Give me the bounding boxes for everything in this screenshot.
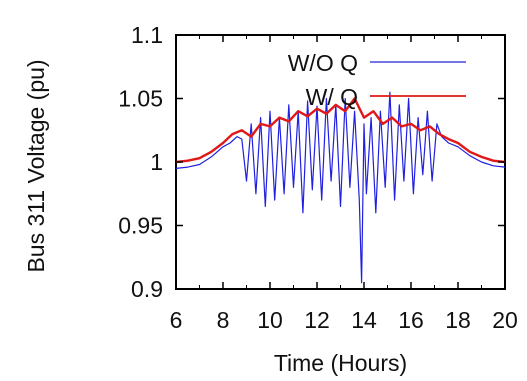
x-tick-label: 10	[257, 307, 283, 333]
x-tick-label: 18	[445, 307, 471, 333]
series-line-w-q	[175, 97, 506, 164]
x-tick-label: 6	[170, 307, 183, 333]
y-tick-label: 1.05	[118, 86, 163, 112]
legend: W/O Q W/ Q	[288, 50, 466, 110]
x-tick-label: 20	[492, 307, 518, 333]
x-tick-label: 8	[217, 307, 230, 333]
y-tick-label: 0.9	[131, 276, 163, 302]
y-tick-label: 0.95	[118, 213, 163, 239]
y-axis-label: Bus 311 Voltage (pu)	[23, 59, 49, 272]
x-tick-label: 16	[398, 307, 424, 333]
x-tick-label: 14	[351, 307, 377, 333]
series-line-wo-q	[175, 91, 506, 284]
tick-layer: 6 8 10 12 14 16 18 20 0.9 0.95 1 1.05 1.1	[118, 22, 518, 333]
x-tick-label: 12	[304, 307, 330, 333]
legend-label-wo-q: W/O Q	[288, 50, 358, 76]
legend-label-w-q: W/ Q	[306, 84, 358, 110]
y-tick-label: 1	[150, 149, 163, 175]
x-axis-label: Time (Hours)	[274, 350, 407, 376]
series-layer	[175, 91, 506, 284]
y-tick-label: 1.1	[131, 22, 163, 48]
